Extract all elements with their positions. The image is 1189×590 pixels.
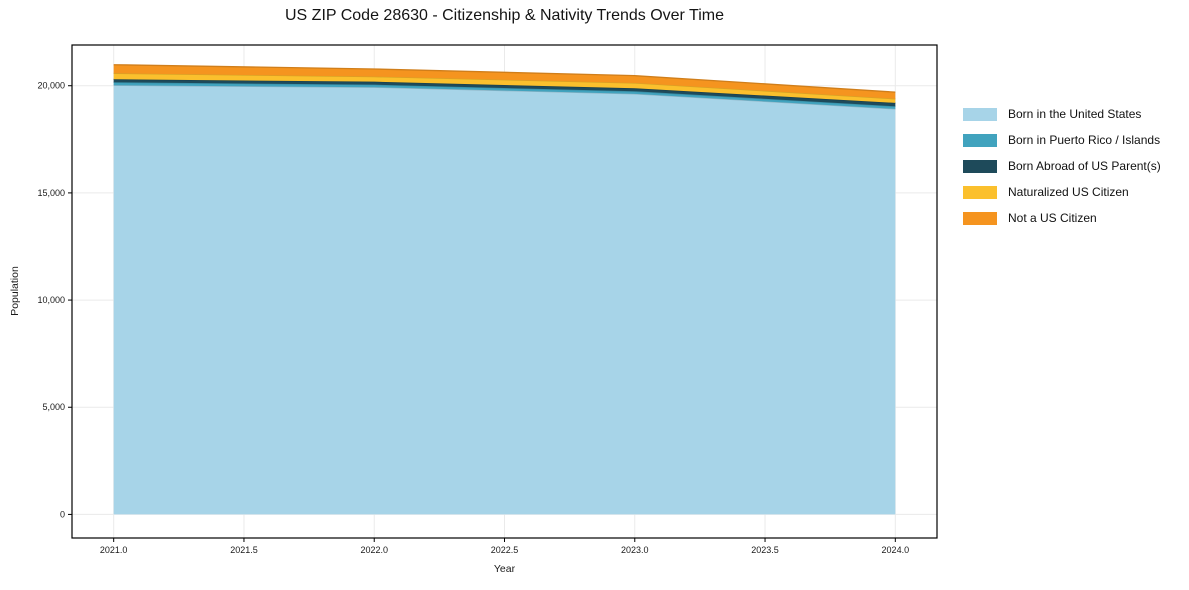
legend-label: Born Abroad of US Parent(s) bbox=[1008, 159, 1161, 173]
legend-swatch-icon bbox=[963, 133, 997, 147]
legend-swatch-icon bbox=[963, 211, 997, 225]
area-series-0 bbox=[113, 85, 896, 515]
series-top-edge-4 bbox=[113, 64, 896, 93]
legend-item-3: Naturalized US Citizen bbox=[963, 179, 1161, 205]
y-tick-label: 10,000 bbox=[37, 295, 65, 305]
area-series-4 bbox=[113, 64, 896, 99]
area-series-3 bbox=[113, 73, 896, 103]
legend-label: Naturalized US Citizen bbox=[1008, 185, 1129, 199]
legend-label: Born in the United States bbox=[1008, 107, 1142, 121]
area-series-2 bbox=[113, 79, 896, 107]
legend-item-2: Born Abroad of US Parent(s) bbox=[963, 153, 1161, 179]
x-axis-label: Year bbox=[493, 563, 516, 575]
legend: Born in the United States Born in Puerto … bbox=[963, 101, 1161, 231]
x-tick-label: 2021.5 bbox=[230, 545, 258, 555]
y-tick-label: 15,000 bbox=[37, 188, 65, 198]
x-tick-label: 2023.5 bbox=[751, 545, 779, 555]
legend-swatch-icon bbox=[963, 107, 997, 121]
legend-item-0: Born in the United States bbox=[963, 101, 1161, 127]
x-tick-label: 2021.0 bbox=[100, 545, 128, 555]
chart-title: US ZIP Code 28630 - Citizenship & Nativi… bbox=[285, 7, 724, 24]
x-tick-label: 2022.5 bbox=[491, 545, 519, 555]
legend-item-1: Born in Puerto Rico / Islands bbox=[963, 127, 1161, 153]
legend-item-4: Not a US Citizen bbox=[963, 205, 1161, 231]
legend-label: Not a US Citizen bbox=[1008, 211, 1097, 225]
legend-swatch-icon bbox=[963, 185, 997, 199]
x-tick-label: 2022.0 bbox=[360, 545, 388, 555]
y-tick-label: 20,000 bbox=[37, 81, 65, 91]
y-tick-label: 5,000 bbox=[42, 402, 65, 412]
y-tick-label: 0 bbox=[60, 509, 65, 519]
x-tick-label: 2024.0 bbox=[882, 545, 910, 555]
x-tick-label: 2023.0 bbox=[621, 545, 649, 555]
legend-label: Born in Puerto Rico / Islands bbox=[1008, 133, 1161, 147]
area-series-1 bbox=[113, 82, 896, 109]
legend-swatch-icon bbox=[963, 159, 997, 173]
